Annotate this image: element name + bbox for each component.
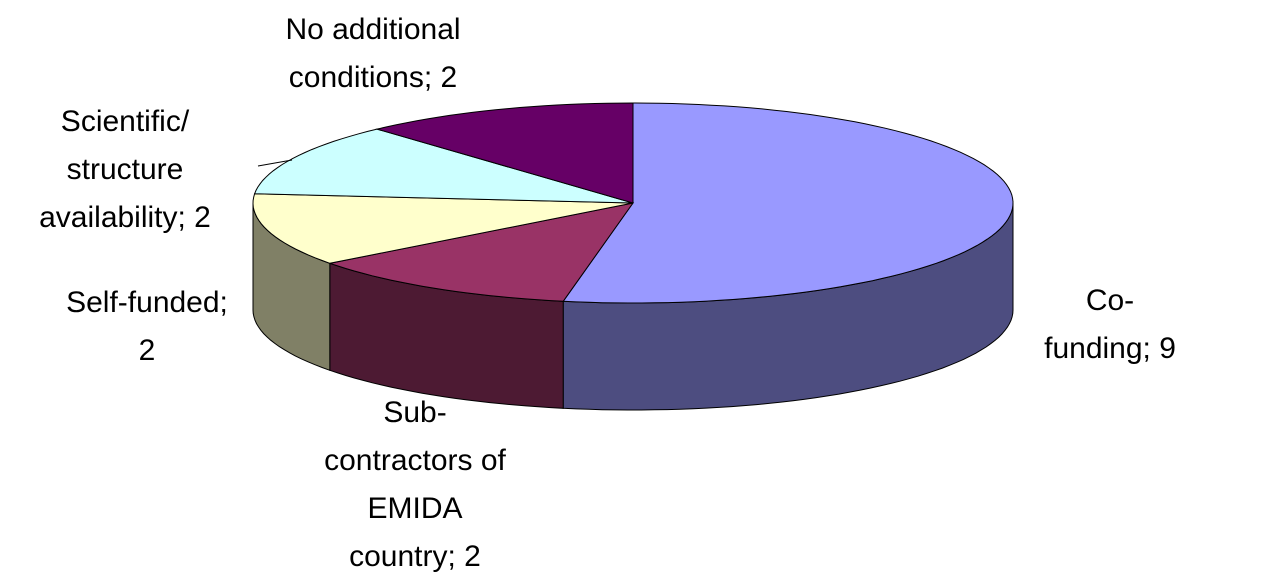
slice-top <box>252 193 634 264</box>
slice-top <box>327 202 635 302</box>
data-label: Co-funding; 9 <box>1044 284 1176 365</box>
slice-top <box>253 128 634 204</box>
data-label: No additional conditions; 2 <box>285 13 461 94</box>
leader-line <box>257 159 293 167</box>
data-label: Sub- contractors of EMIDA country; 2 <box>324 396 506 573</box>
slice-top <box>375 102 634 204</box>
slice-top <box>562 102 1014 304</box>
data-label: Self-funded; 2 <box>66 286 228 367</box>
data-label: Scientific/ structure availability; 2 <box>39 105 211 234</box>
